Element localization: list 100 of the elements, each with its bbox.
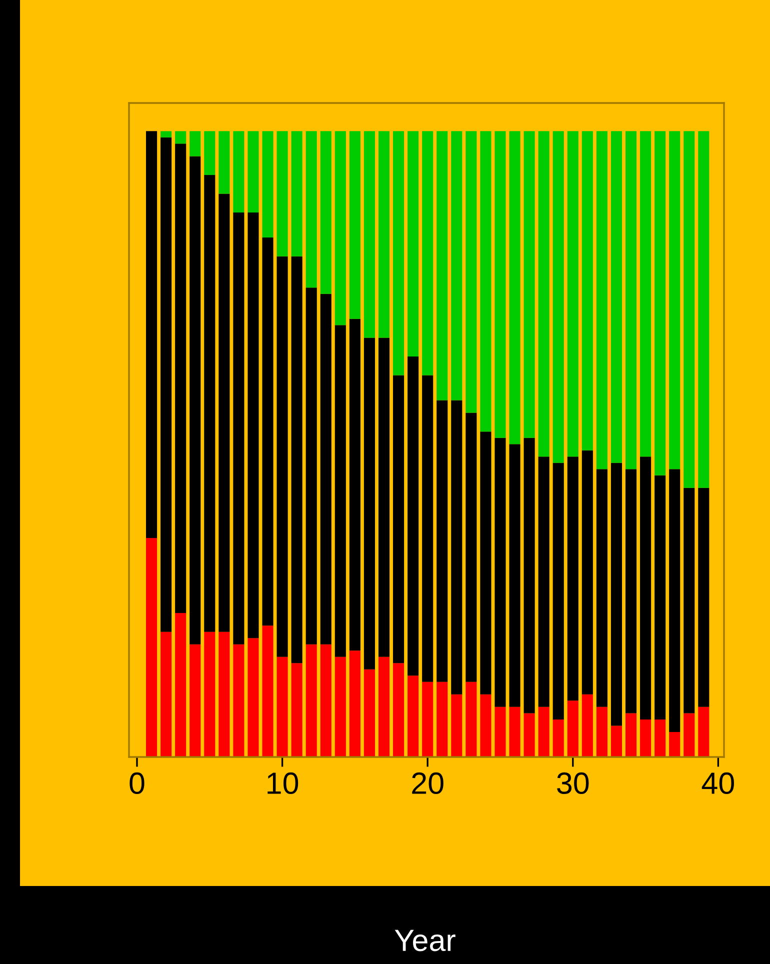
bar <box>596 469 608 707</box>
bar <box>684 713 695 757</box>
bar <box>291 256 302 664</box>
bar <box>494 131 506 438</box>
bar <box>218 131 230 194</box>
bar <box>276 656 288 757</box>
bar <box>262 626 274 757</box>
bar <box>567 456 578 701</box>
bar <box>393 131 404 376</box>
bar <box>204 174 216 632</box>
bar <box>610 131 622 463</box>
x-axis-title: Year <box>394 930 456 952</box>
bar <box>320 131 332 294</box>
bar <box>334 656 346 757</box>
bar <box>291 663 302 757</box>
bar <box>248 638 259 757</box>
bar <box>334 325 346 657</box>
bar <box>160 137 172 632</box>
bar <box>306 131 317 288</box>
x-tick-label: 40 <box>702 772 734 794</box>
bar <box>451 400 462 694</box>
bar <box>509 131 520 444</box>
bar <box>552 719 564 757</box>
bar <box>422 131 434 376</box>
bar <box>248 212 259 638</box>
bar <box>509 706 520 757</box>
bar <box>567 131 578 457</box>
bar <box>408 676 419 757</box>
bar <box>364 338 375 670</box>
bar <box>378 338 390 657</box>
bar <box>190 156 201 644</box>
bar <box>175 144 186 614</box>
bar <box>625 713 637 757</box>
x-tick-label: 10 <box>268 772 298 794</box>
x-tick-label: 0 <box>130 772 144 794</box>
bar <box>393 375 404 664</box>
bar <box>466 682 477 757</box>
bar <box>320 644 332 757</box>
bar <box>349 650 360 757</box>
bar <box>262 131 274 238</box>
bar <box>408 131 419 356</box>
bar <box>538 131 550 457</box>
bar <box>393 663 404 757</box>
bar <box>698 131 710 488</box>
bar <box>436 131 448 400</box>
bar <box>248 131 259 213</box>
bar <box>408 356 419 676</box>
bar <box>669 732 680 757</box>
bar <box>582 694 593 757</box>
bar <box>684 131 695 488</box>
bar <box>146 131 158 538</box>
bar <box>684 488 695 714</box>
x-tick-label: 20 <box>412 772 444 794</box>
bar <box>524 438 535 714</box>
bar <box>233 644 244 757</box>
bar <box>640 456 652 720</box>
bar <box>625 469 637 714</box>
bar <box>378 131 390 338</box>
bar <box>436 400 448 682</box>
bar <box>640 131 652 457</box>
bar <box>349 131 360 319</box>
bar <box>480 131 492 432</box>
bar <box>334 131 346 326</box>
bar <box>494 706 506 757</box>
bar <box>218 194 230 632</box>
bar <box>204 131 216 175</box>
bar <box>654 475 666 720</box>
bar <box>306 288 317 644</box>
bar <box>276 131 288 256</box>
bar <box>669 131 680 470</box>
bar <box>625 131 637 470</box>
bar <box>640 719 652 757</box>
bar <box>276 256 288 657</box>
bar <box>466 131 477 413</box>
bar <box>160 131 172 138</box>
bar <box>582 131 593 450</box>
bar <box>596 131 608 470</box>
bar <box>364 669 375 757</box>
bar <box>654 719 666 757</box>
bar <box>320 294 332 644</box>
bar <box>610 462 622 726</box>
bar <box>654 131 666 476</box>
bar <box>306 644 317 757</box>
bar <box>698 706 710 757</box>
bar <box>204 632 216 757</box>
bar <box>480 694 492 757</box>
bar <box>451 131 462 400</box>
bar <box>538 456 550 707</box>
bar <box>669 469 680 732</box>
bar <box>436 682 448 757</box>
bar <box>552 131 564 463</box>
bar <box>524 713 535 757</box>
bar <box>364 131 375 338</box>
x-tick-label: 30 <box>557 772 589 794</box>
bar <box>494 438 506 707</box>
bar <box>524 131 535 438</box>
bar <box>190 644 201 757</box>
bar <box>538 706 550 757</box>
bar <box>175 131 186 144</box>
bar <box>422 682 434 757</box>
